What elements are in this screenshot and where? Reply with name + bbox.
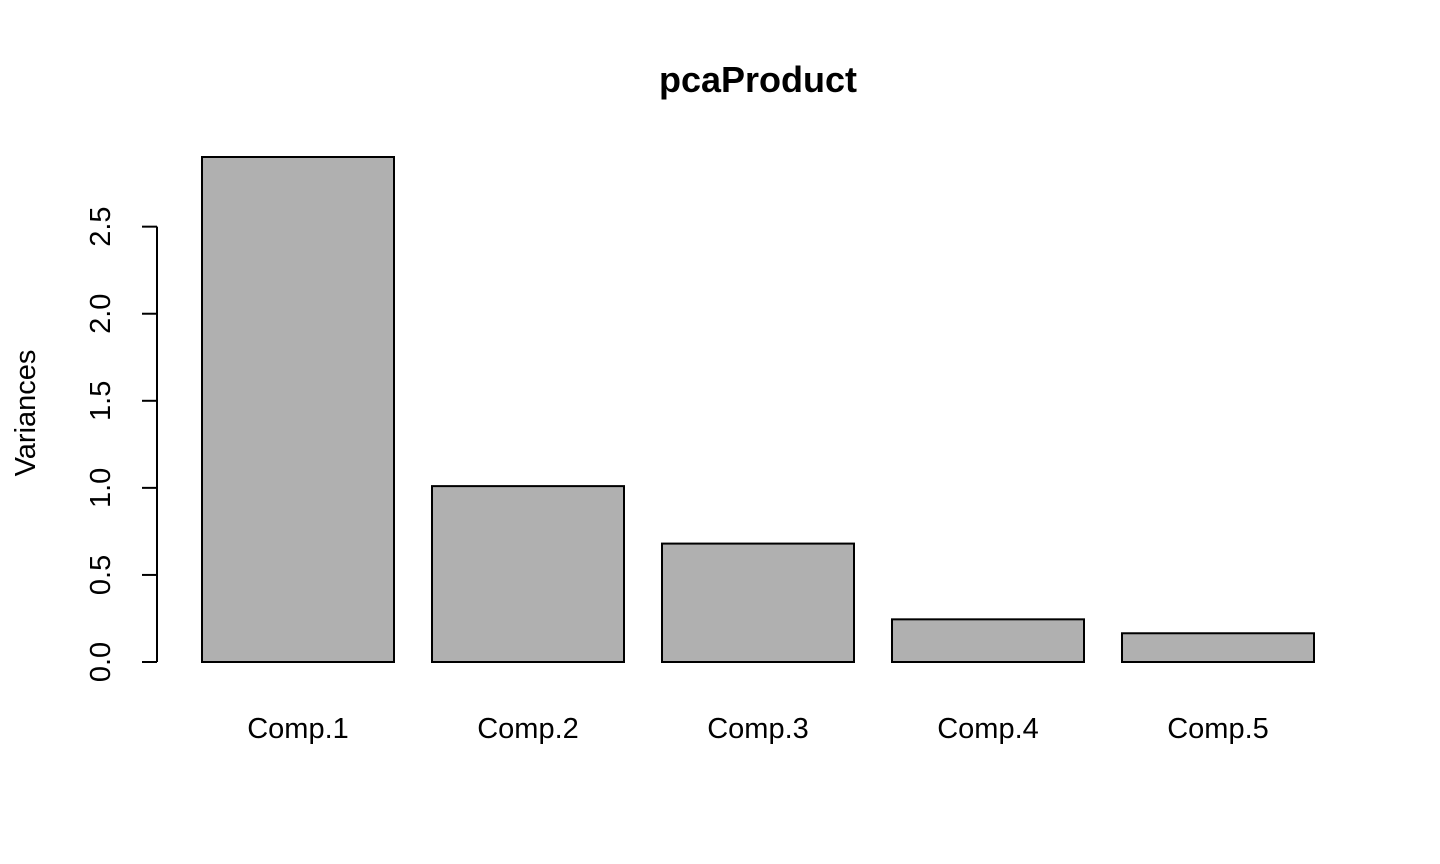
y-tick-label: 0.0	[85, 642, 117, 682]
x-tick-label: Comp.2	[477, 713, 579, 745]
y-tick-label: 2.5	[85, 206, 117, 246]
y-axis: 0.0 0.5 1.0 1.5 2.0 2.5	[85, 206, 158, 682]
y-tick-label: 2.0	[85, 294, 117, 334]
x-tick-label: Comp.4	[937, 713, 1039, 745]
x-tick-label: Comp.3	[707, 713, 809, 745]
bar-comp-2	[431, 485, 625, 663]
chart-title: pcaProduct	[659, 59, 857, 100]
y-tick-label: 1.5	[85, 381, 117, 421]
y-axis-label: Variances	[10, 350, 42, 477]
bars-group	[201, 156, 1315, 663]
x-tick-label: Comp.5	[1167, 713, 1269, 745]
x-tick-label: Comp.1	[247, 713, 349, 745]
x-tick-labels: Comp.1 Comp.2 Comp.3 Comp.4 Comp.5	[247, 713, 1269, 745]
bar-comp-3	[661, 542, 855, 663]
bar-comp-5	[1121, 632, 1315, 663]
y-tick-label: 0.5	[85, 555, 117, 595]
y-tick-label: 1.0	[85, 468, 117, 508]
bar-comp-4	[891, 618, 1085, 663]
bar-comp-1	[201, 156, 395, 663]
